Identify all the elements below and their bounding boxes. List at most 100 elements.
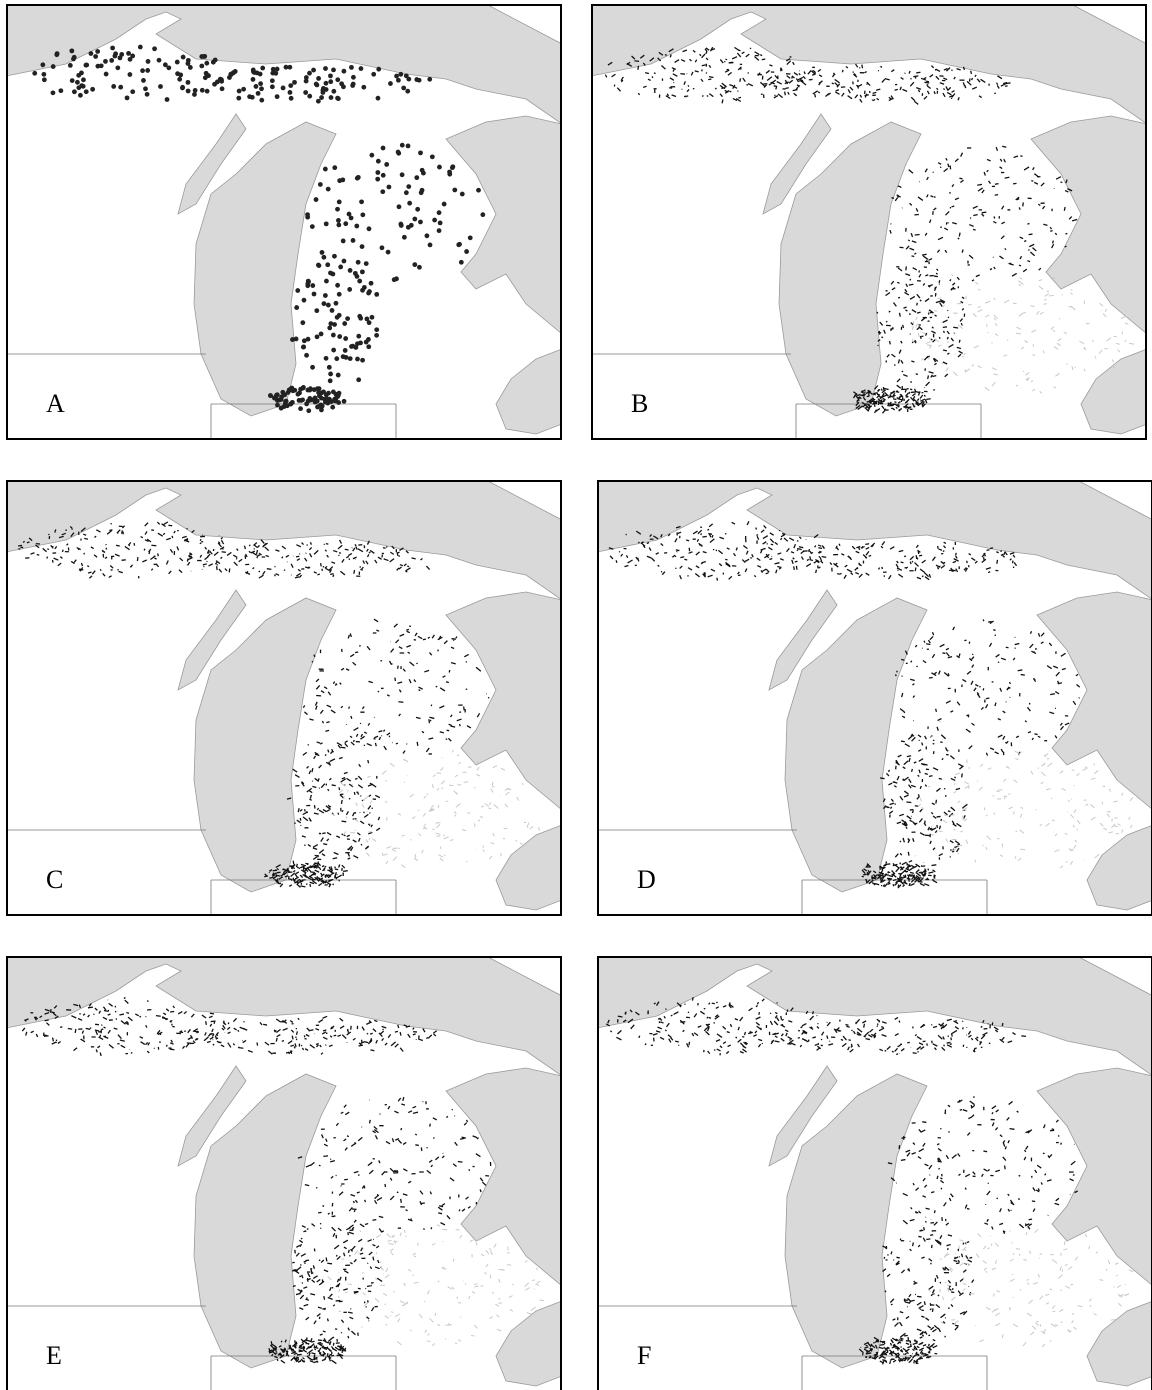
occurrence-dot <box>192 92 197 97</box>
stream-segment <box>68 1028 72 1029</box>
stream-segment <box>292 1262 294 1263</box>
stream-segment <box>338 813 339 815</box>
occurrence-dot <box>140 68 145 73</box>
stream-segment <box>134 543 135 546</box>
stream-segment <box>1019 207 1020 209</box>
stream-segment <box>905 73 906 74</box>
occurrence-dot <box>328 73 333 78</box>
stream-segment <box>702 95 703 96</box>
occurrence-dot <box>457 242 462 247</box>
stream-segment <box>275 1351 277 1352</box>
stream-segment <box>170 1049 175 1050</box>
occurrence-dot <box>70 78 75 83</box>
stream-segment <box>94 1014 95 1015</box>
stream-segment <box>738 575 741 576</box>
occurrence-dot <box>51 90 56 95</box>
occurrence-dot <box>301 345 306 350</box>
stream-segment <box>959 654 960 657</box>
occurrence-dot <box>341 239 346 244</box>
occurrence-dot <box>177 77 182 82</box>
stream-segment <box>962 807 963 808</box>
occurrence-dot <box>356 260 361 265</box>
stream-segment <box>282 1041 284 1042</box>
stream-segment-minor <box>445 1339 446 1340</box>
stream-segment <box>815 72 816 74</box>
stream-segment <box>931 1192 934 1193</box>
stream-segment <box>1028 250 1029 251</box>
stream-segment <box>750 558 751 559</box>
occurrence-dot <box>344 355 349 360</box>
stream-segment-minor <box>957 303 962 304</box>
occurrence-dot <box>370 315 375 320</box>
occurrence-dot <box>337 200 342 205</box>
stream-segment <box>960 1109 962 1110</box>
stream-segment <box>391 664 393 665</box>
stream-segment-minor <box>938 298 941 299</box>
stream-segment <box>407 566 409 567</box>
stream-segment-minor <box>492 782 493 786</box>
stream-segment <box>372 1220 376 1221</box>
stream-segment-minor <box>457 755 459 756</box>
occurrence-dot <box>356 334 361 339</box>
occurrence-dot <box>180 85 185 90</box>
occurrence-dot <box>296 392 301 397</box>
occurrence-dot <box>335 77 340 82</box>
stream-segment <box>707 1017 708 1019</box>
stream-segment <box>401 1199 402 1203</box>
stream-segment <box>914 1341 917 1342</box>
occurrence-dot <box>81 77 86 82</box>
stream-segment <box>378 691 379 692</box>
stream-segment <box>903 1358 906 1359</box>
occurrence-dot <box>312 387 317 392</box>
stream-segment <box>318 1212 321 1213</box>
stream-segment <box>126 1012 129 1013</box>
stream-segment <box>1034 679 1035 680</box>
occurrence-dot <box>357 279 362 284</box>
occurrence-dot <box>302 338 307 343</box>
stream-segment <box>1053 241 1054 244</box>
stream-segment-minor <box>501 1270 505 1271</box>
occurrence-dot <box>359 66 364 71</box>
stream-segment <box>166 1045 167 1047</box>
occurrence-dot <box>331 389 336 394</box>
occurrence-dot <box>254 84 259 89</box>
stream-segment <box>717 578 718 581</box>
stream-segment <box>698 1003 699 1005</box>
stream-segment <box>680 1005 681 1007</box>
occurrence-dot <box>337 334 342 339</box>
stream-segment-minor <box>1044 304 1047 305</box>
stream-segment <box>27 542 30 543</box>
stream-segment <box>1021 1036 1026 1037</box>
stream-segment <box>333 1343 334 1346</box>
stream-segment <box>913 76 918 77</box>
occurrence-dot <box>166 65 171 70</box>
occurrence-dot <box>89 51 94 56</box>
occurrence-dot <box>280 390 285 395</box>
stream-segment <box>438 650 439 652</box>
occurrence-dot <box>259 98 264 103</box>
occurrence-dot <box>285 403 290 408</box>
occurrence-dot <box>81 84 86 89</box>
stream-segment <box>667 94 668 96</box>
stream-segment <box>903 325 904 328</box>
stream-segment <box>336 1175 337 1176</box>
stream-segment <box>951 98 952 99</box>
stream-segment <box>916 72 920 73</box>
stream-segment-minor <box>1007 340 1008 341</box>
stream-segment-minor <box>1065 284 1066 285</box>
occurrence-dot <box>319 404 324 409</box>
occurrence-dot <box>178 73 183 78</box>
stream-segment <box>901 659 904 660</box>
stream-segment <box>968 265 970 266</box>
occurrence-dot <box>275 403 280 408</box>
occurrence-dot <box>237 89 242 94</box>
occurrence-dot <box>328 378 333 383</box>
occurrence-dot <box>310 224 315 229</box>
stream-segment <box>994 93 995 94</box>
occurrence-dot <box>366 344 371 349</box>
stream-segment <box>943 327 947 328</box>
stream-segment <box>341 1332 342 1333</box>
stream-segment <box>917 1296 921 1297</box>
stream-segment <box>889 405 894 406</box>
occurrence-dot <box>328 372 333 377</box>
